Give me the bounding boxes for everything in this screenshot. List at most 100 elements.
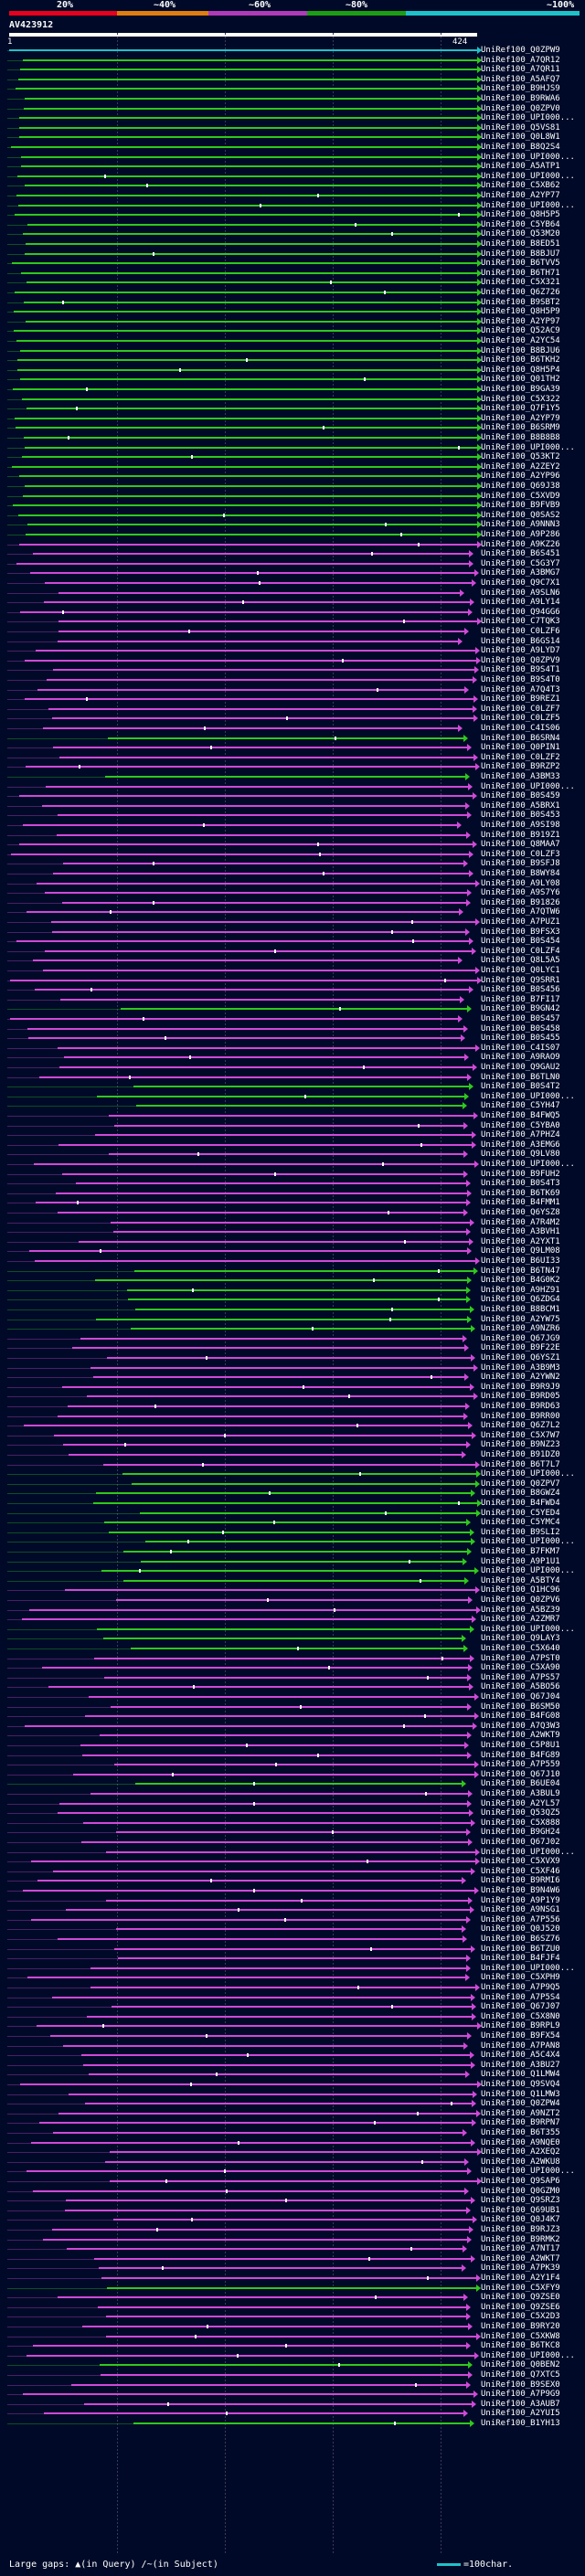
hit-alignment-bar[interactable]: [96, 1318, 467, 1320]
hit-label-link[interactable]: UniRef100_Q9LAY3: [481, 1634, 560, 1644]
hit-alignment-bar[interactable]: [33, 2345, 466, 2348]
hit-alignment-bar[interactable]: [53, 747, 467, 749]
hit-label-link[interactable]: UniRef100_A9SLN6: [481, 588, 560, 598]
hit-label-link[interactable]: UniRef100_Q0ZPV7: [481, 1479, 560, 1489]
hit-label-link[interactable]: UniRef100_B9F22E: [481, 1343, 560, 1353]
hit-alignment-bar[interactable]: [58, 640, 458, 642]
hit-label-link[interactable]: UniRef100_B9RD63: [481, 1402, 560, 1411]
hit-label-link[interactable]: UniRef100_UPI000...: [481, 1566, 575, 1576]
hit-label-link[interactable]: UniRef100_B6TLN0: [481, 1072, 560, 1082]
hit-label-link[interactable]: UniRef100_Q9SVQ4: [481, 2080, 560, 2089]
hit-alignment-bar[interactable]: [104, 1676, 467, 1679]
hit-alignment-bar[interactable]: [27, 2354, 474, 2357]
hit-label-link[interactable]: UniRef100_Q7XTC5: [481, 2370, 560, 2380]
hit-label-link[interactable]: UniRef100_UPI000...: [481, 442, 575, 452]
hit-alignment-bar[interactable]: [114, 1947, 471, 1950]
hit-alignment-bar[interactable]: [98, 2306, 466, 2308]
hit-label-link[interactable]: UniRef100_Q1LMW4: [481, 2070, 560, 2080]
hit-label-link[interactable]: UniRef100_A2WKT9: [481, 1731, 560, 1741]
hit-label-link[interactable]: UniRef100_C5X8N0: [481, 2011, 560, 2021]
hit-alignment-bar[interactable]: [58, 1812, 469, 1815]
hit-alignment-bar[interactable]: [31, 2141, 471, 2144]
hit-alignment-bar[interactable]: [10, 1018, 458, 1020]
hit-alignment-bar[interactable]: [93, 1376, 464, 1379]
hit-label-link[interactable]: UniRef100_A9NQE0: [481, 2137, 560, 2147]
hit-alignment-bar[interactable]: [66, 1909, 470, 1912]
hit-alignment-bar[interactable]: [104, 1521, 466, 1524]
hit-label-link[interactable]: UniRef100_A7PK39: [481, 2263, 560, 2274]
hit-label-link[interactable]: UniRef100_A3AUB7: [481, 2399, 560, 2409]
hit-alignment-bar[interactable]: [16, 940, 469, 943]
hit-alignment-bar[interactable]: [43, 727, 458, 729]
hit-alignment-bar[interactable]: [135, 1783, 462, 1786]
hit-alignment-bar[interactable]: [27, 281, 477, 284]
hit-alignment-bar[interactable]: [111, 1705, 467, 1708]
hit-label-link[interactable]: UniRef100_UPI000...: [481, 1091, 575, 1101]
hit-label-link[interactable]: UniRef100_Q67J02: [481, 1838, 560, 1847]
hit-alignment-bar[interactable]: [24, 107, 477, 110]
hit-alignment-bar[interactable]: [71, 2383, 466, 2386]
hit-alignment-bar[interactable]: [85, 1715, 474, 1718]
hit-alignment-bar[interactable]: [58, 631, 464, 632]
hit-alignment-bar[interactable]: [69, 1454, 462, 1456]
hit-alignment-bar[interactable]: [45, 582, 472, 584]
hit-alignment-bar[interactable]: [65, 1589, 475, 1592]
hit-label-link[interactable]: UniRef100_B9HJS9: [481, 84, 560, 94]
hit-label-link[interactable]: UniRef100_A2WKU8: [481, 2157, 560, 2167]
hit-label-link[interactable]: UniRef100_Q8H5P4: [481, 365, 560, 375]
hit-alignment-bar[interactable]: [58, 2112, 476, 2115]
hit-alignment-bar[interactable]: [101, 2374, 468, 2376]
hit-label-link[interactable]: UniRef100_B8BJU6: [481, 345, 560, 355]
hit-alignment-bar[interactable]: [25, 98, 477, 100]
hit-label-link[interactable]: UniRef100_UPI000...: [481, 1160, 575, 1169]
hit-alignment-bar[interactable]: [83, 1821, 471, 1824]
hit-alignment-bar[interactable]: [63, 1444, 466, 1447]
hit-label-link[interactable]: UniRef100_C7TQK3: [481, 617, 560, 627]
hit-alignment-bar[interactable]: [58, 1212, 463, 1214]
hit-alignment-bar[interactable]: [111, 1221, 470, 1224]
hit-alignment-bar[interactable]: [22, 398, 477, 400]
hit-alignment-bar[interactable]: [67, 2248, 463, 2251]
hit-label-link[interactable]: UniRef100_B9S4T0: [481, 675, 560, 684]
hit-label-link[interactable]: UniRef100_B0S459: [481, 791, 560, 801]
hit-label-link[interactable]: UniRef100_A2YL57: [481, 1798, 560, 1808]
hit-label-link[interactable]: UniRef100_C5X321: [481, 278, 560, 288]
hit-label-link[interactable]: UniRef100_B9GH24: [481, 1828, 560, 1838]
hit-alignment-bar[interactable]: [25, 446, 477, 449]
hit-label-link[interactable]: UniRef100_A2ZMR7: [481, 1615, 560, 1625]
hit-label-link[interactable]: UniRef100_B8GWZ4: [481, 1489, 560, 1499]
hit-alignment-bar[interactable]: [26, 243, 477, 245]
hit-alignment-bar[interactable]: [65, 2209, 466, 2211]
hit-alignment-bar[interactable]: [108, 737, 463, 739]
hit-alignment-bar[interactable]: [27, 408, 477, 410]
hit-label-link[interactable]: UniRef100_C0LZF2: [481, 752, 560, 762]
hit-label-link[interactable]: UniRef100_B0S4T3: [481, 1179, 560, 1189]
hit-alignment-bar[interactable]: [15, 292, 477, 293]
hit-label-link[interactable]: UniRef100_Q0ZPW4: [481, 2099, 560, 2109]
hit-label-link[interactable]: UniRef100_B9R9J9: [481, 1382, 560, 1392]
hit-label-link[interactable]: UniRef100_Q7F1Y5: [481, 404, 560, 414]
hit-alignment-bar[interactable]: [21, 165, 477, 168]
hit-alignment-bar[interactable]: [105, 2160, 464, 2163]
hit-alignment-bar[interactable]: [52, 2229, 469, 2231]
hit-alignment-bar[interactable]: [27, 1027, 463, 1030]
hit-label-link[interactable]: UniRef100_B6SZ76: [481, 1935, 560, 1944]
hit-alignment-bar[interactable]: [13, 504, 477, 507]
hit-alignment-bar[interactable]: [82, 1754, 467, 1756]
hit-label-link[interactable]: UniRef100_B4FMM1: [481, 1198, 560, 1208]
hit-label-link[interactable]: UniRef100_UPI000...: [481, 2350, 575, 2360]
hit-alignment-bar[interactable]: [29, 1608, 476, 1611]
hit-label-link[interactable]: UniRef100_Q5VS81: [481, 122, 560, 133]
hit-alignment-bar[interactable]: [134, 1269, 473, 1272]
hit-label-link[interactable]: UniRef100_B9RD05: [481, 1392, 560, 1402]
hit-label-link[interactable]: UniRef100_A7PUZ1: [481, 917, 560, 927]
hit-alignment-bar[interactable]: [87, 1395, 473, 1398]
hit-label-link[interactable]: UniRef100_A2YP97: [481, 316, 560, 326]
hit-label-link[interactable]: UniRef100_B9S4T1: [481, 665, 560, 675]
hit-label-link[interactable]: UniRef100_Q53QZ5: [481, 1808, 560, 1818]
hit-label-link[interactable]: UniRef100_Q6YSZ1: [481, 1353, 560, 1362]
hit-alignment-bar[interactable]: [43, 2238, 467, 2241]
hit-alignment-bar[interactable]: [25, 659, 476, 662]
hit-alignment-bar[interactable]: [116, 1599, 468, 1601]
hit-label-link[interactable]: UniRef100_B91DZ0: [481, 1450, 560, 1459]
